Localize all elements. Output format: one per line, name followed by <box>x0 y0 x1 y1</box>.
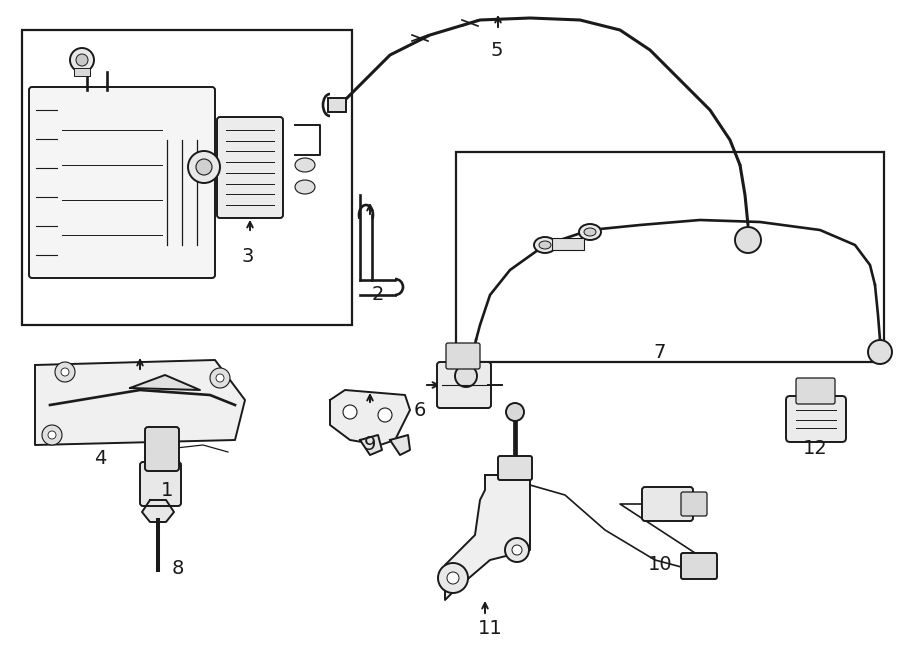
Polygon shape <box>390 435 410 455</box>
Circle shape <box>343 405 357 419</box>
Text: 7: 7 <box>653 342 666 362</box>
Bar <box>456 152 884 362</box>
Circle shape <box>70 48 94 72</box>
FancyBboxPatch shape <box>642 487 693 521</box>
Ellipse shape <box>295 180 315 194</box>
Circle shape <box>447 572 459 584</box>
Circle shape <box>735 227 761 253</box>
Ellipse shape <box>579 224 601 240</box>
Circle shape <box>438 563 468 593</box>
Bar <box>552 238 584 250</box>
Ellipse shape <box>539 241 551 249</box>
Circle shape <box>868 340 892 364</box>
Circle shape <box>196 159 212 175</box>
FancyBboxPatch shape <box>437 362 491 408</box>
FancyBboxPatch shape <box>796 378 835 404</box>
FancyBboxPatch shape <box>140 462 181 506</box>
FancyBboxPatch shape <box>446 343 480 369</box>
FancyBboxPatch shape <box>498 456 532 480</box>
Polygon shape <box>35 360 245 445</box>
Circle shape <box>188 151 220 183</box>
FancyBboxPatch shape <box>681 553 717 579</box>
Circle shape <box>378 408 392 422</box>
Ellipse shape <box>295 158 315 172</box>
Text: 4: 4 <box>94 449 106 469</box>
FancyBboxPatch shape <box>217 117 283 218</box>
Text: 6: 6 <box>414 401 427 420</box>
Circle shape <box>55 362 75 382</box>
Polygon shape <box>330 390 410 445</box>
Circle shape <box>76 54 88 66</box>
Text: 2: 2 <box>372 286 384 305</box>
Polygon shape <box>142 500 174 522</box>
Circle shape <box>210 368 230 388</box>
Circle shape <box>512 545 522 555</box>
Ellipse shape <box>534 237 556 253</box>
Circle shape <box>216 374 224 382</box>
FancyBboxPatch shape <box>681 492 707 516</box>
Circle shape <box>506 403 524 421</box>
Text: 1: 1 <box>161 481 173 500</box>
Polygon shape <box>445 475 530 600</box>
Text: 10: 10 <box>648 555 672 574</box>
FancyBboxPatch shape <box>29 87 215 278</box>
Text: 9: 9 <box>364 436 376 455</box>
Circle shape <box>455 365 477 387</box>
Circle shape <box>42 425 62 445</box>
Circle shape <box>61 368 69 376</box>
Polygon shape <box>360 435 382 455</box>
FancyBboxPatch shape <box>786 396 846 442</box>
Bar <box>74 68 90 76</box>
Text: 8: 8 <box>172 559 184 578</box>
Bar <box>22 30 352 325</box>
Text: 3: 3 <box>242 247 254 266</box>
Circle shape <box>505 538 529 562</box>
Text: 5: 5 <box>491 40 503 59</box>
Circle shape <box>48 431 56 439</box>
Bar <box>328 98 346 112</box>
Text: 11: 11 <box>478 619 502 637</box>
Polygon shape <box>130 375 200 390</box>
Ellipse shape <box>584 228 596 236</box>
Text: 12: 12 <box>803 438 827 457</box>
FancyBboxPatch shape <box>145 427 179 471</box>
